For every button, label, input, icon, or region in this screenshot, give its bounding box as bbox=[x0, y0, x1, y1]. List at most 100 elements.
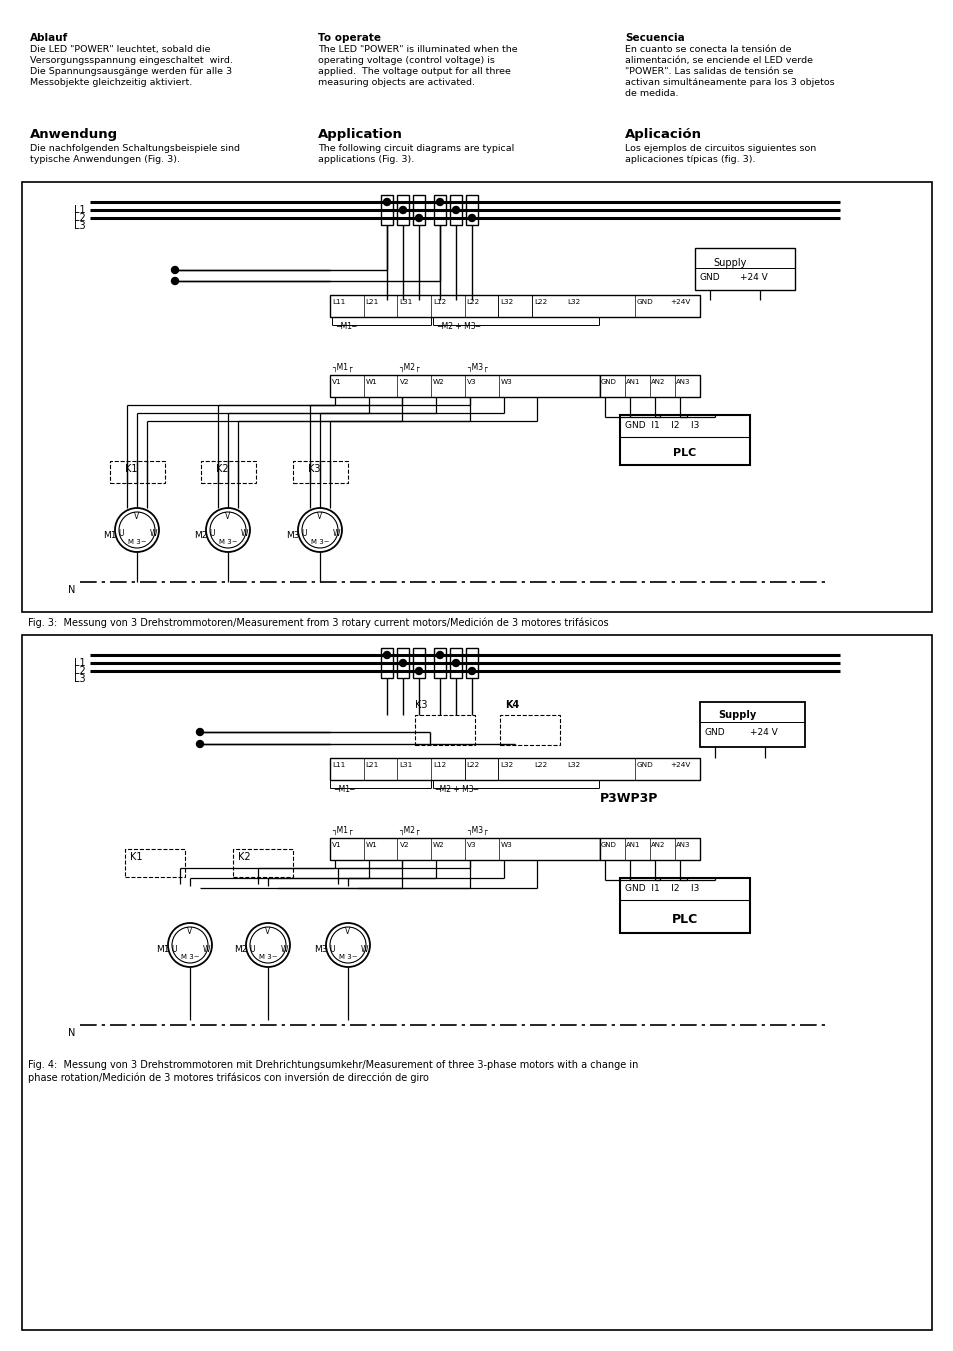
Text: W1: W1 bbox=[365, 842, 377, 848]
Bar bbox=[22, 182, 931, 612]
Text: M 3~: M 3~ bbox=[338, 954, 357, 961]
Text: L22: L22 bbox=[534, 299, 546, 305]
Text: V1: V1 bbox=[332, 380, 341, 385]
Text: L1: L1 bbox=[74, 205, 86, 215]
Text: ┐M2┌: ┐M2┌ bbox=[399, 825, 419, 835]
Text: ─M1─: ─M1─ bbox=[334, 785, 355, 794]
Text: Supply: Supply bbox=[712, 258, 745, 267]
Text: U: U bbox=[301, 530, 306, 539]
Text: ─M2 + M3─: ─M2 + M3─ bbox=[435, 785, 477, 794]
Text: L32: L32 bbox=[499, 299, 513, 305]
Circle shape bbox=[416, 215, 422, 222]
Text: L2: L2 bbox=[74, 666, 86, 676]
Text: U: U bbox=[249, 944, 254, 954]
Text: M1: M1 bbox=[103, 531, 116, 539]
Circle shape bbox=[399, 207, 406, 213]
Bar bbox=[465, 648, 477, 678]
Bar bbox=[434, 195, 446, 226]
Text: Secuencia: Secuencia bbox=[624, 32, 684, 43]
Text: V: V bbox=[187, 927, 193, 936]
Bar bbox=[293, 461, 348, 484]
Text: N: N bbox=[68, 585, 75, 594]
Bar bbox=[434, 648, 446, 678]
Text: V2: V2 bbox=[399, 380, 409, 385]
Text: Fig. 4:  Messung von 3 Drehstrommotoren mit Drehrichtungsumkehr/Measurement of t: Fig. 4: Messung von 3 Drehstrommotoren m… bbox=[28, 1061, 638, 1084]
Text: Los ejemplos de circuitos siguientes son
aplicaciones típicas (fig. 3).: Los ejemplos de circuitos siguientes son… bbox=[624, 145, 816, 163]
Text: AN1: AN1 bbox=[625, 380, 639, 385]
Text: L12: L12 bbox=[433, 762, 446, 767]
Bar bbox=[619, 415, 749, 465]
Text: W: W bbox=[281, 944, 288, 954]
Circle shape bbox=[383, 199, 390, 205]
Circle shape bbox=[399, 659, 406, 666]
Text: W: W bbox=[360, 944, 368, 954]
Text: AN1: AN1 bbox=[625, 842, 639, 848]
Circle shape bbox=[416, 667, 422, 674]
Text: PLC: PLC bbox=[671, 913, 698, 925]
Text: V3: V3 bbox=[467, 842, 476, 848]
Text: +24V: +24V bbox=[669, 299, 690, 305]
Text: PLC: PLC bbox=[673, 449, 696, 458]
Text: GND: GND bbox=[600, 842, 617, 848]
Bar bbox=[700, 703, 804, 747]
Text: Application: Application bbox=[317, 128, 402, 141]
Circle shape bbox=[468, 667, 475, 674]
Text: U: U bbox=[209, 530, 214, 539]
Bar bbox=[125, 848, 185, 877]
Bar bbox=[110, 461, 165, 484]
Text: L31: L31 bbox=[399, 762, 412, 767]
Circle shape bbox=[436, 199, 443, 205]
Text: V1: V1 bbox=[332, 842, 341, 848]
Text: K1: K1 bbox=[130, 852, 142, 862]
Text: W: W bbox=[333, 530, 340, 539]
Circle shape bbox=[172, 266, 178, 273]
Circle shape bbox=[196, 728, 203, 735]
Bar bbox=[396, 195, 409, 226]
Text: U: U bbox=[118, 530, 123, 539]
Bar bbox=[695, 249, 794, 290]
Text: P3WP3P: P3WP3P bbox=[599, 792, 658, 805]
Text: V: V bbox=[317, 512, 322, 521]
Text: ─M2 + M3─: ─M2 + M3─ bbox=[436, 322, 479, 331]
Text: L1: L1 bbox=[74, 658, 86, 667]
Circle shape bbox=[452, 659, 459, 666]
Text: ┐M3┌: ┐M3┌ bbox=[467, 825, 487, 835]
Bar bbox=[465, 195, 477, 226]
Bar bbox=[380, 648, 393, 678]
Bar bbox=[415, 715, 475, 744]
Text: ┐M1┌: ┐M1┌ bbox=[332, 825, 353, 835]
Bar bbox=[233, 848, 293, 877]
Bar bbox=[396, 648, 409, 678]
Bar bbox=[450, 195, 461, 226]
Text: To operate: To operate bbox=[317, 32, 380, 43]
Text: Fig. 3:  Messung von 3 Drehstrommotoren/Measurement from 3 rotary current motors: Fig. 3: Messung von 3 Drehstrommotoren/M… bbox=[28, 617, 608, 628]
Text: M 3~: M 3~ bbox=[218, 539, 237, 544]
Text: W: W bbox=[203, 944, 211, 954]
Text: The following circuit diagrams are typical
applications (Fig. 3).: The following circuit diagrams are typic… bbox=[317, 145, 514, 163]
Bar bbox=[599, 376, 700, 397]
Text: V: V bbox=[265, 927, 271, 936]
Text: M 3~: M 3~ bbox=[128, 539, 146, 544]
Text: +24 V: +24 V bbox=[740, 273, 767, 282]
Text: Supply: Supply bbox=[718, 711, 756, 720]
Text: M 3~: M 3~ bbox=[311, 539, 329, 544]
Text: GND: GND bbox=[637, 299, 653, 305]
Bar bbox=[450, 648, 461, 678]
Text: ─M1─: ─M1─ bbox=[335, 322, 356, 331]
Circle shape bbox=[172, 277, 178, 285]
Text: U: U bbox=[329, 944, 335, 954]
Text: AN2: AN2 bbox=[650, 380, 664, 385]
Text: GND  I1    I2    I3: GND I1 I2 I3 bbox=[624, 884, 699, 893]
Text: +24V: +24V bbox=[669, 762, 690, 767]
Text: L2: L2 bbox=[74, 213, 86, 223]
Bar bbox=[619, 878, 749, 934]
Text: ┐M3┌: ┐M3┌ bbox=[467, 363, 487, 372]
Text: L32: L32 bbox=[499, 762, 513, 767]
Bar bbox=[330, 838, 599, 861]
Text: GND: GND bbox=[600, 380, 617, 385]
Text: M2: M2 bbox=[233, 946, 247, 955]
Text: Aplicación: Aplicación bbox=[624, 128, 701, 141]
Text: L3: L3 bbox=[74, 674, 86, 684]
Text: Die LED "POWER" leuchtet, sobald die
Versorgungsspannung eingeschaltet  wird.
Di: Die LED "POWER" leuchtet, sobald die Ver… bbox=[30, 45, 233, 88]
Text: W2: W2 bbox=[433, 380, 444, 385]
